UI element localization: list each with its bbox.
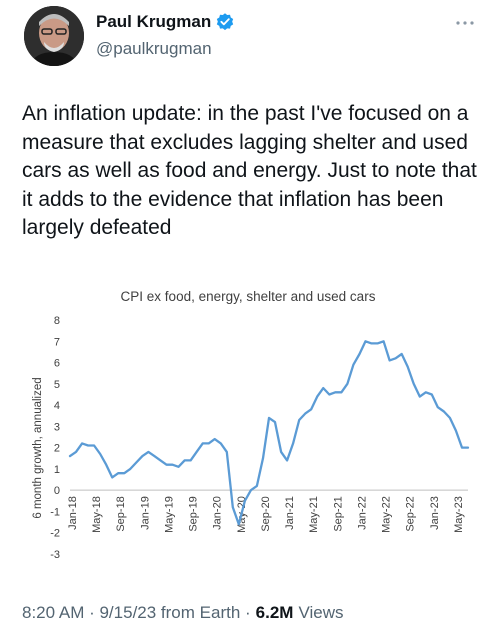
chart-title: CPI ex food, energy, shelter and used ca… [121,289,376,304]
avatar[interactable] [24,6,84,66]
timestamp-source[interactable]: 8:20 AM · 9/15/23 from Earth · [22,603,251,622]
y-tick-label: 4 [54,400,60,412]
y-tick-label: -3 [50,549,60,561]
x-tick-label: Jan-23 [429,496,441,530]
x-tick-label: Sep-20 [260,496,272,531]
y-tick-label: 1 [54,464,60,476]
x-tick-label: Sep-21 [332,496,344,531]
x-tick-label: Jan-18 [67,496,79,530]
y-tick-label: -1 [50,506,60,518]
x-tick-label: May-19 [163,496,175,533]
author-handle[interactable]: @paulkrugman [96,39,212,58]
y-tick-label: 8 [54,315,60,327]
tweet-header: Paul Krugman @paulkrugman [20,6,480,68]
author-name[interactable]: Paul Krugman [96,12,212,31]
verified-badge-icon [215,12,235,32]
tweet-footer: 8:20 AM · 9/15/23 from Earth · 6.2M View… [22,603,344,623]
y-tick-label: 3 [54,421,60,433]
y-axis-label: 6 month growth, annualized [32,377,44,518]
y-tick-label: 0 [54,485,60,497]
chart: CPI ex food, energy, shelter and used ca… [32,289,470,561]
x-tick-label: May-21 [308,496,320,533]
x-tick-label: May-18 [91,496,103,533]
x-tick-label: Sep-22 [405,496,417,531]
y-tick-label: 7 [54,336,60,348]
y-tick-label: -2 [50,528,60,540]
y-tick-label: 2 [54,443,60,455]
y-tick-label: 5 [54,379,60,391]
views-label: Views [298,603,344,622]
x-tick-label: Jan-21 [284,496,296,530]
series-line [68,340,470,526]
x-tick-label: May-23 [453,496,465,533]
views-count: 6.2M [255,603,294,622]
x-tick-label: Sep-19 [188,496,200,531]
avatar-photo [24,6,84,66]
x-tick-label: Jan-22 [356,496,368,530]
tweet-text: An inflation update: in the past I've fo… [22,102,477,239]
y-tick-label: 6 [54,358,60,370]
x-tick-label: Jan-20 [212,496,224,530]
x-tick-label: Sep-18 [115,496,127,531]
more-options-icon[interactable] [452,14,478,32]
x-tick-label: May-22 [381,496,393,533]
x-tick-label: Jan-19 [139,496,151,530]
